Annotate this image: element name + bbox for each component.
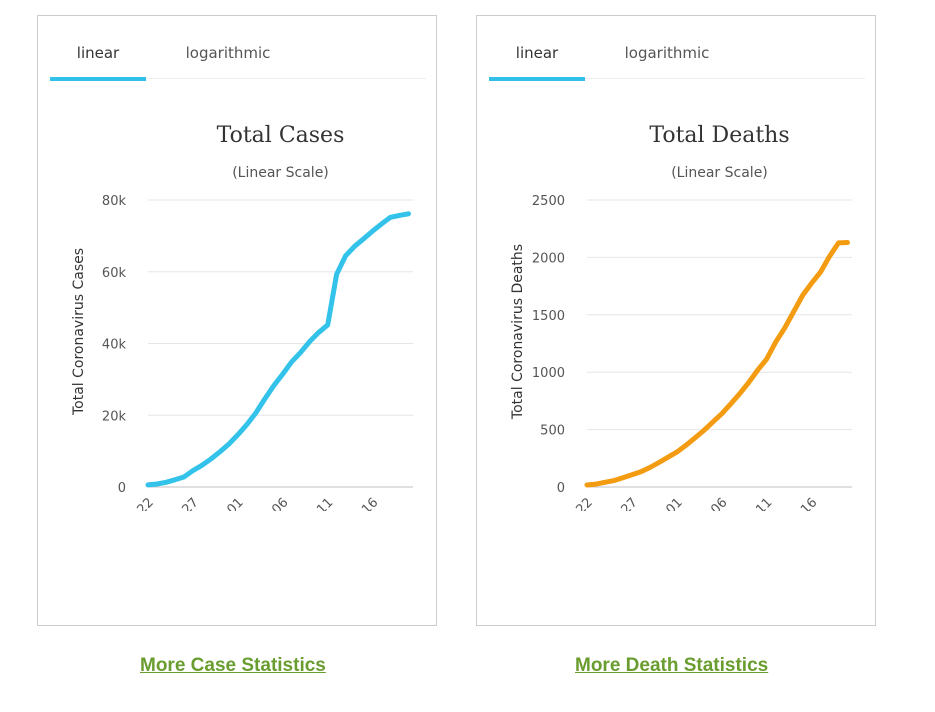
series-line-deaths: [584, 240, 850, 488]
y-axis-label: Total Coronavirus Cases: [71, 248, 87, 416]
chart-title: Total Deaths: [649, 123, 789, 148]
tab-logarithmic[interactable]: logarithmic: [624, 44, 710, 62]
y-axis-label: Total Coronavirus Deaths: [510, 244, 526, 420]
cases-chart: Total Cases (Linear Scale) 0 20k 40k 60k 80k To…: [71, 123, 413, 511]
y-tick-label: 20k: [102, 409, 127, 424]
more-death-statistics-link[interactable]: More Death Statistics: [575, 655, 769, 676]
x-tick-label: Feb 11: [734, 495, 776, 511]
chart-subtitle: (Linear Scale): [232, 165, 329, 181]
cases-chart-panel: linear logarithmic Total Cases (Linear Sc…: [37, 15, 437, 626]
more-case-statistics-link[interactable]: More Case Statistics: [140, 655, 326, 676]
x-tick-label: Feb 11: [295, 495, 337, 511]
y-tick-label: 40k: [102, 338, 127, 353]
y-tick-label: 500: [540, 424, 565, 439]
x-tick-label: Jan 22: [556, 495, 596, 511]
chart-title: Total Cases: [217, 123, 345, 148]
y-tick-label: 0: [557, 481, 565, 496]
x-tick-label: Feb 01: [205, 495, 247, 511]
y-tick-label: 1500: [532, 309, 565, 324]
y-tick-label: 80k: [102, 194, 127, 209]
x-tick-label: Jan 27: [601, 495, 641, 511]
x-tick-label: Feb 06: [250, 495, 292, 511]
tab-linear[interactable]: linear: [515, 44, 559, 62]
x-tick-label: Feb 16: [779, 495, 821, 511]
y-tick-label: 2000: [532, 251, 565, 266]
x-tick-label: Feb 06: [689, 495, 731, 511]
chart-subtitle: (Linear Scale): [671, 165, 768, 181]
x-tick-label: Feb 01: [644, 495, 686, 511]
active-tab-indicator: [50, 77, 146, 81]
y-tick-label: 60k: [102, 266, 127, 281]
tab-logarithmic[interactable]: logarithmic: [185, 44, 271, 62]
x-tick-label: Feb 16: [340, 495, 382, 511]
tab-linear[interactable]: linear: [76, 44, 120, 62]
active-tab-indicator: [489, 77, 585, 81]
y-tick-label: 2500: [532, 194, 565, 209]
y-tick-label: 1000: [532, 366, 565, 381]
deaths-scale-tabs: linear logarithmic: [489, 16, 865, 79]
deaths-chart-panel: linear logarithmic Total Deaths (Linear S…: [476, 15, 876, 626]
cases-scale-tabs: linear logarithmic: [50, 16, 426, 79]
y-tick-label: 0: [118, 481, 126, 496]
x-tick-label: Jan 22: [117, 495, 157, 511]
x-tick-label: Jan 27: [162, 495, 202, 511]
series-line-cases: [145, 211, 411, 488]
deaths-chart: Total Deaths (Linear Scale) 0 500 1000 1500 20…: [510, 123, 852, 511]
